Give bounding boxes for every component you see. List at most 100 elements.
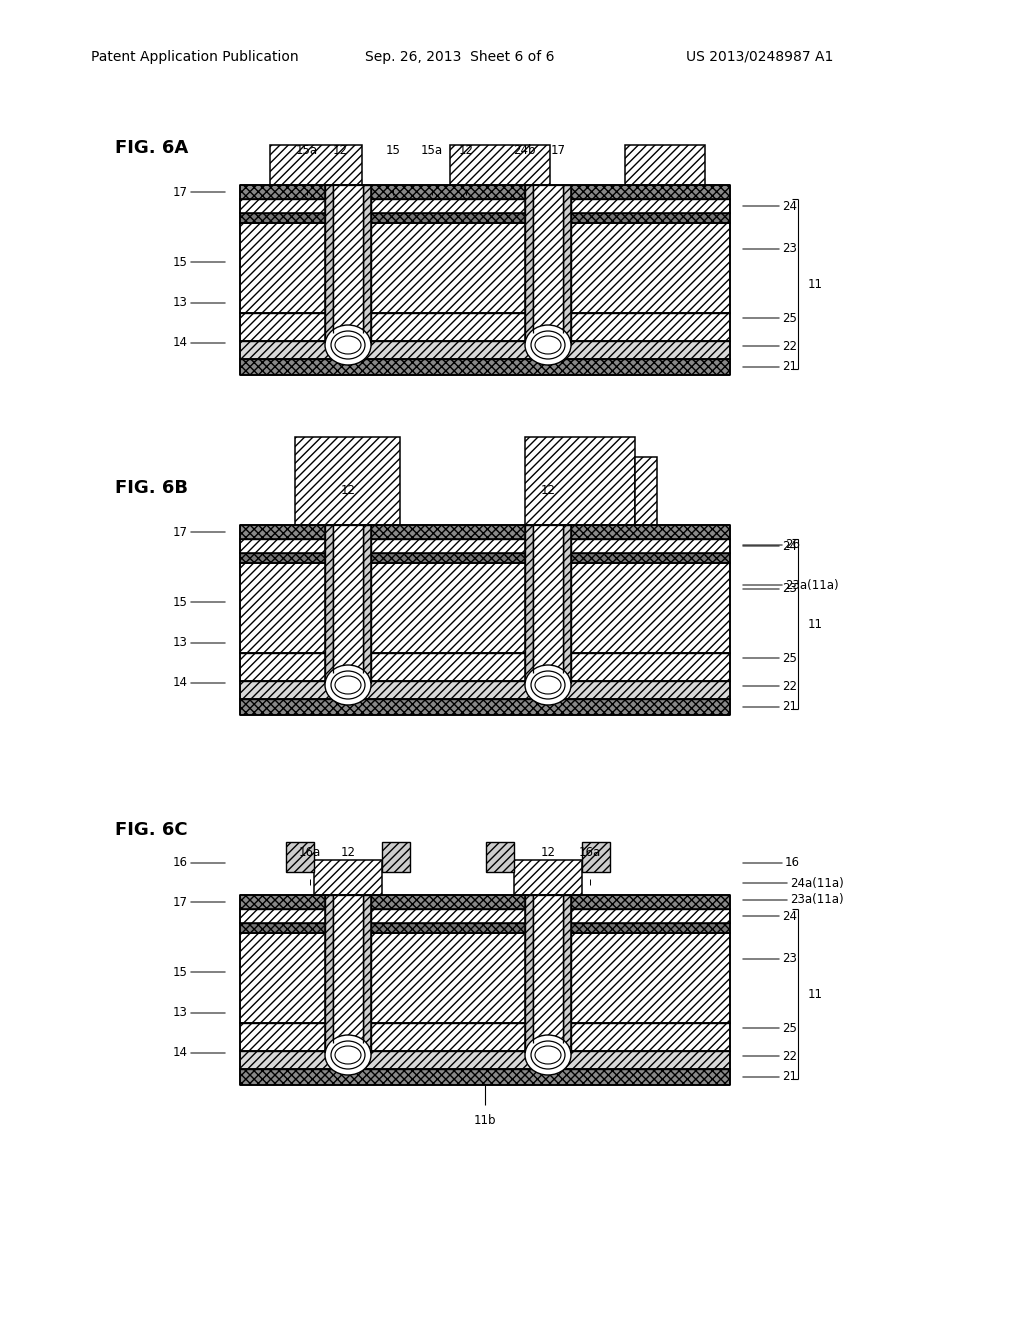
Text: 12: 12 bbox=[341, 483, 355, 496]
Text: 11: 11 bbox=[808, 277, 823, 290]
Ellipse shape bbox=[535, 1045, 561, 1064]
Text: 12: 12 bbox=[541, 483, 555, 496]
Text: 16a: 16a bbox=[579, 846, 601, 858]
Bar bbox=[325, 525, 333, 682]
Text: 14: 14 bbox=[173, 337, 225, 350]
Bar bbox=[240, 895, 730, 909]
Bar bbox=[240, 223, 730, 313]
Bar bbox=[525, 185, 534, 343]
Text: Sep. 26, 2013  Sheet 6 of 6: Sep. 26, 2013 Sheet 6 of 6 bbox=[366, 50, 555, 63]
Text: 13: 13 bbox=[173, 297, 225, 309]
Bar bbox=[240, 525, 730, 539]
Bar bbox=[240, 923, 730, 933]
Text: 11: 11 bbox=[808, 618, 823, 631]
Bar bbox=[240, 933, 730, 1023]
Bar bbox=[563, 525, 571, 682]
Text: 13: 13 bbox=[173, 1006, 225, 1019]
Text: 24b: 24b bbox=[513, 144, 536, 157]
Text: 12: 12 bbox=[333, 144, 347, 157]
Bar bbox=[362, 185, 371, 343]
Ellipse shape bbox=[325, 1035, 371, 1074]
Bar bbox=[240, 1069, 730, 1085]
Bar bbox=[362, 525, 371, 682]
Ellipse shape bbox=[331, 671, 365, 700]
Text: 21: 21 bbox=[742, 1071, 797, 1084]
Bar bbox=[240, 700, 730, 715]
Text: 25: 25 bbox=[742, 652, 797, 664]
Text: 25: 25 bbox=[742, 312, 797, 325]
Bar bbox=[333, 525, 362, 673]
Bar bbox=[563, 895, 571, 1053]
Text: 23a(11a): 23a(11a) bbox=[742, 578, 839, 591]
Text: 24: 24 bbox=[742, 909, 797, 923]
Bar bbox=[240, 553, 730, 564]
Bar bbox=[270, 145, 362, 185]
Text: 17: 17 bbox=[173, 895, 225, 908]
Ellipse shape bbox=[531, 1041, 565, 1069]
Bar bbox=[240, 909, 730, 923]
Ellipse shape bbox=[525, 1035, 571, 1074]
Bar bbox=[240, 1023, 730, 1051]
Text: 15: 15 bbox=[386, 144, 400, 157]
Bar bbox=[240, 1051, 730, 1069]
Ellipse shape bbox=[331, 331, 365, 359]
Text: 22: 22 bbox=[742, 1049, 797, 1063]
Bar bbox=[240, 359, 730, 375]
Bar bbox=[534, 895, 563, 1043]
Bar bbox=[240, 564, 730, 653]
Text: 12: 12 bbox=[541, 846, 555, 858]
Bar bbox=[534, 185, 563, 333]
Text: 11b: 11b bbox=[474, 1114, 497, 1126]
Text: 14: 14 bbox=[173, 1047, 225, 1060]
Ellipse shape bbox=[525, 665, 571, 705]
Bar bbox=[240, 653, 730, 681]
Text: 15a: 15a bbox=[421, 144, 443, 157]
Bar bbox=[240, 199, 730, 213]
Bar bbox=[325, 185, 333, 343]
Text: Patent Application Publication: Patent Application Publication bbox=[91, 50, 299, 63]
Bar bbox=[450, 145, 550, 185]
Bar bbox=[286, 842, 314, 873]
Text: 15a: 15a bbox=[296, 144, 318, 157]
Bar bbox=[525, 895, 534, 1053]
Text: 23: 23 bbox=[742, 582, 797, 595]
Bar bbox=[333, 185, 362, 333]
Text: 21: 21 bbox=[742, 701, 797, 714]
Ellipse shape bbox=[335, 1045, 361, 1064]
Text: 15: 15 bbox=[173, 595, 225, 609]
Text: 14: 14 bbox=[173, 676, 225, 689]
Text: 13: 13 bbox=[173, 636, 225, 649]
Text: 17: 17 bbox=[551, 144, 565, 157]
Text: 24a(11a): 24a(11a) bbox=[742, 876, 844, 890]
Bar bbox=[333, 895, 362, 1043]
Bar bbox=[582, 842, 610, 873]
Bar bbox=[514, 861, 582, 895]
Text: 22: 22 bbox=[742, 339, 797, 352]
Bar bbox=[240, 313, 730, 341]
Text: 23: 23 bbox=[742, 953, 797, 965]
Ellipse shape bbox=[325, 325, 371, 366]
Bar bbox=[625, 145, 705, 185]
Text: 23: 23 bbox=[742, 243, 797, 256]
Bar bbox=[362, 895, 371, 1053]
Ellipse shape bbox=[535, 337, 561, 354]
Bar bbox=[240, 681, 730, 700]
Bar bbox=[240, 213, 730, 223]
Bar bbox=[534, 525, 563, 673]
Text: 25: 25 bbox=[742, 1022, 797, 1035]
Text: FIG. 6A: FIG. 6A bbox=[115, 139, 188, 157]
Bar bbox=[295, 437, 400, 525]
Ellipse shape bbox=[325, 665, 371, 705]
Bar bbox=[240, 539, 730, 553]
Bar bbox=[325, 895, 333, 1053]
Bar bbox=[525, 525, 534, 682]
Ellipse shape bbox=[331, 1041, 365, 1069]
Text: FIG. 6B: FIG. 6B bbox=[115, 479, 188, 498]
Text: 22: 22 bbox=[742, 680, 797, 693]
Bar bbox=[382, 842, 410, 873]
Bar bbox=[240, 341, 730, 359]
Text: 16a: 16a bbox=[299, 846, 322, 858]
Ellipse shape bbox=[335, 337, 361, 354]
Ellipse shape bbox=[525, 325, 571, 366]
Text: 11: 11 bbox=[808, 987, 823, 1001]
